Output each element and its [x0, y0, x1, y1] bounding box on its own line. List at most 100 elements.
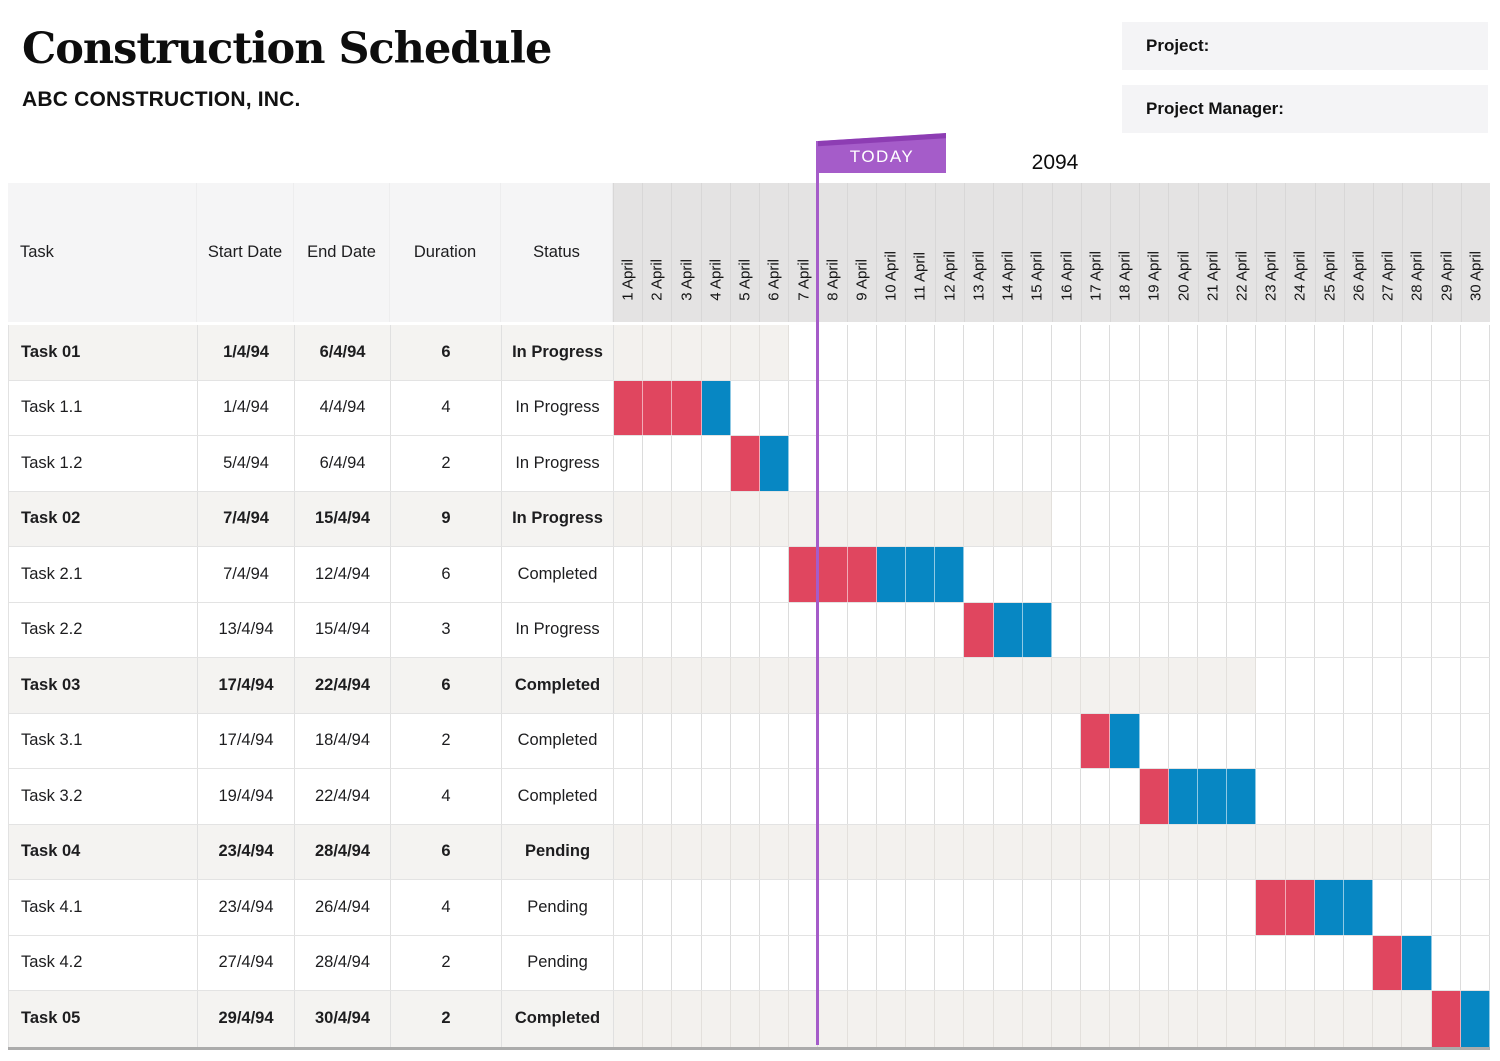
gantt-day-cell [1022, 436, 1052, 491]
task-name-cell[interactable]: Task 01 [9, 325, 198, 380]
gantt-day-cell [906, 880, 936, 935]
duration-cell[interactable]: 3 [391, 602, 502, 657]
end-date-cell[interactable]: 28/4/94 [295, 935, 391, 990]
gantt-row-cells [614, 436, 1490, 491]
task-name-cell[interactable]: Task 03 [9, 658, 198, 713]
gantt-day-cell [1110, 880, 1140, 935]
timeline-day-label: 9 April [853, 259, 871, 301]
gantt-day-cell [672, 935, 702, 990]
status-cell[interactable]: Pending [502, 880, 614, 935]
duration-cell[interactable]: 2 [391, 436, 502, 491]
gantt-day-cell [614, 769, 644, 824]
gantt-day-cell [1227, 602, 1257, 657]
gantt-day-cell [614, 491, 644, 546]
timeline-day-label: 5 April [736, 259, 754, 301]
gantt-day-cell [964, 935, 994, 990]
duration-cell[interactable]: 4 [391, 380, 502, 435]
start-date-cell[interactable]: 17/4/94 [198, 713, 295, 768]
start-date-cell[interactable]: 23/4/94 [198, 880, 295, 935]
task-name-cell[interactable]: Task 4.2 [9, 935, 198, 990]
start-date-cell[interactable]: 27/4/94 [198, 935, 295, 990]
end-date-cell[interactable]: 22/4/94 [295, 769, 391, 824]
duration-cell[interactable]: 4 [391, 769, 502, 824]
start-date-cell[interactable]: 1/4/94 [198, 380, 295, 435]
task-name-cell[interactable]: Task 1.1 [9, 380, 198, 435]
task-name-cell[interactable]: Task 4.1 [9, 880, 198, 935]
task-name-cell[interactable]: Task 3.1 [9, 713, 198, 768]
duration-cell[interactable]: 2 [391, 991, 502, 1047]
start-date-cell[interactable]: 13/4/94 [198, 602, 295, 657]
task-name-cell[interactable]: Task 3.2 [9, 769, 198, 824]
gantt-day-cell [1285, 547, 1315, 602]
task-name-cell[interactable]: Task 05 [9, 991, 198, 1047]
gantt-day-cell [1168, 325, 1198, 380]
duration-cell[interactable]: 6 [391, 325, 502, 380]
gantt-bar-segment-red [643, 380, 673, 435]
end-date-cell[interactable]: 15/4/94 [295, 491, 391, 546]
gantt-day-cell [847, 769, 877, 824]
project-manager-field[interactable]: Project Manager: [1122, 85, 1488, 133]
status-cell[interactable]: Pending [502, 824, 614, 879]
status-cell[interactable]: Completed [502, 713, 614, 768]
timeline-day-column: 11 April [905, 183, 934, 322]
task-name-cell[interactable]: Task 1.2 [9, 436, 198, 491]
start-date-cell[interactable]: 7/4/94 [198, 547, 295, 602]
gantt-day-cell [1373, 325, 1403, 380]
start-date-cell[interactable]: 7/4/94 [198, 491, 295, 546]
status-cell[interactable]: Completed [502, 769, 614, 824]
gantt-day-cell [1314, 991, 1344, 1047]
timeline-day-label: 11 April [911, 252, 929, 301]
timeline-day-column: 2 April [642, 183, 671, 322]
gantt-day-cell [1081, 658, 1111, 713]
gantt-bar-segment-blue [1402, 935, 1432, 990]
start-date-cell[interactable]: 1/4/94 [198, 325, 295, 380]
gantt-day-cell [1198, 547, 1228, 602]
status-cell[interactable]: In Progress [502, 436, 614, 491]
project-field[interactable]: Project: [1122, 22, 1488, 70]
gantt-day-cell [847, 325, 877, 380]
status-cell[interactable]: In Progress [502, 380, 614, 435]
start-date-cell[interactable]: 29/4/94 [198, 991, 295, 1047]
timeline-date-header: 1 April 2 April 3 April 4 April 5 April 6 Apr… [613, 183, 1490, 322]
end-date-cell[interactable]: 18/4/94 [295, 713, 391, 768]
task-name-cell[interactable]: Task 04 [9, 824, 198, 879]
task-name-cell[interactable]: Task 2.1 [9, 547, 198, 602]
end-date-cell[interactable]: 6/4/94 [295, 436, 391, 491]
task-name-cell[interactable]: Task 2.2 [9, 602, 198, 657]
start-date-cell[interactable]: 23/4/94 [198, 824, 295, 879]
duration-cell[interactable]: 4 [391, 880, 502, 935]
end-date-cell[interactable]: 4/4/94 [295, 380, 391, 435]
status-cell[interactable]: In Progress [502, 325, 614, 380]
end-date-cell[interactable]: 26/4/94 [295, 880, 391, 935]
status-cell[interactable]: Completed [502, 547, 614, 602]
gantt-day-cell [643, 991, 673, 1047]
status-cell[interactable]: Completed [502, 991, 614, 1047]
duration-cell[interactable]: 6 [391, 547, 502, 602]
end-date-cell[interactable]: 15/4/94 [295, 602, 391, 657]
gantt-day-cell [847, 824, 877, 879]
gantt-day-cell [1402, 769, 1432, 824]
start-date-cell[interactable]: 17/4/94 [198, 658, 295, 713]
gantt-bar-segment-blue [1460, 991, 1490, 1047]
gantt-day-cell [993, 991, 1023, 1047]
duration-cell[interactable]: 6 [391, 824, 502, 879]
status-cell[interactable]: Pending [502, 935, 614, 990]
end-date-cell[interactable]: 6/4/94 [295, 325, 391, 380]
gantt-day-cell [1344, 547, 1374, 602]
duration-cell[interactable]: 9 [391, 491, 502, 546]
end-date-cell[interactable]: 30/4/94 [295, 991, 391, 1047]
end-date-cell[interactable]: 22/4/94 [295, 658, 391, 713]
duration-cell[interactable]: 2 [391, 713, 502, 768]
duration-cell[interactable]: 6 [391, 658, 502, 713]
end-date-cell[interactable]: 28/4/94 [295, 824, 391, 879]
duration-cell[interactable]: 2 [391, 935, 502, 990]
start-date-cell[interactable]: 5/4/94 [198, 436, 295, 491]
status-cell[interactable]: Completed [502, 658, 614, 713]
status-cell[interactable]: In Progress [502, 491, 614, 546]
task-name-cell[interactable]: Task 02 [9, 491, 198, 546]
status-cell[interactable]: In Progress [502, 602, 614, 657]
table-header-row: Task Start Date End Date Duration Status… [8, 183, 1490, 322]
end-date-cell[interactable]: 12/4/94 [295, 547, 391, 602]
gantt-day-cell [1081, 547, 1111, 602]
start-date-cell[interactable]: 19/4/94 [198, 769, 295, 824]
